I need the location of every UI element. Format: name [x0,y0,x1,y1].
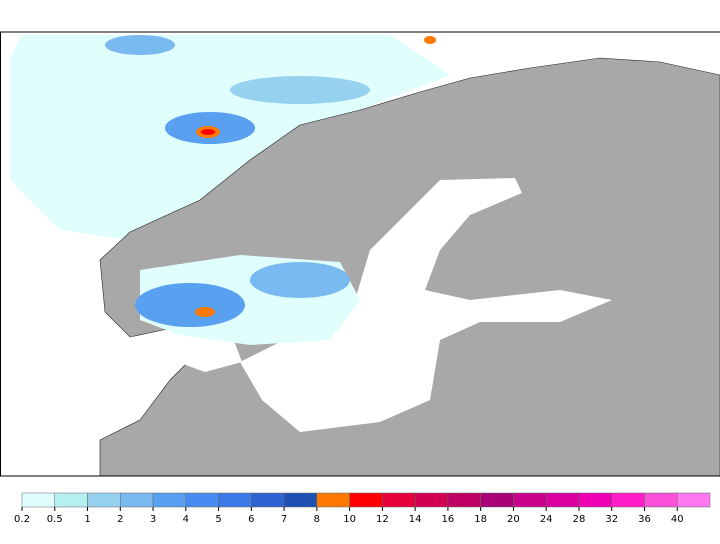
legend-swatch [283,492,318,508]
legend-swatch [578,492,612,508]
legend-label: 24 [540,514,553,525]
legend-label: 7 [281,514,287,525]
legend-label: 16 [442,514,455,525]
precip-blob [230,76,370,104]
legend-label: 36 [638,514,651,525]
legend-swatch [513,492,547,508]
legend-swatch [545,492,580,508]
legend-swatch [382,492,416,508]
gulf-of-bothnia [240,178,612,432]
legend-swatch [218,492,252,508]
legend-label: 18 [474,514,487,525]
legend-swatch [414,492,449,508]
precip-peak [424,36,436,44]
legend-swatch [152,492,187,508]
legend-label: 10 [343,514,356,525]
legend: 0.2 0.5 1 2 3 4 5 6 7 8 10 12 14 16 18 20 24 28 32 36 40 [14,492,711,525]
precip-peak [201,129,215,135]
precip-peak [195,307,215,317]
skagerrak [130,330,242,372]
legend-label: 0.2 [14,514,30,525]
legend-swatch [185,492,219,508]
legend-label: 6 [248,514,254,525]
legend-swatch [611,492,645,508]
legend-label: 20 [507,514,520,525]
legend-label: 8 [314,514,320,525]
legend-swatch [21,492,56,508]
legend-label: 2 [117,514,123,525]
legend-label: 5 [215,514,221,525]
legend-swatch [120,492,154,508]
legend-swatch [87,492,121,508]
legend-swatch [644,492,678,508]
legend-label: 1 [84,514,90,525]
legend-swatch [676,492,711,508]
legend-swatch [251,492,285,508]
legend-swatch [447,492,481,508]
legend-label: 40 [671,514,684,525]
legend-label: 4 [183,514,189,525]
legend-label: 12 [376,514,389,525]
legend-label: 28 [573,514,586,525]
legend-label: 14 [409,514,422,525]
legend-swatch [349,492,383,508]
precip-blob [135,283,245,327]
legend-label: 0.5 [47,514,63,525]
map [0,31,720,477]
precip-blob [105,35,175,55]
legend-label: 32 [605,514,618,525]
legend-swatch [480,492,514,508]
legend-swatch [316,492,350,508]
legend-swatch [54,492,88,508]
legend-label: 3 [150,514,156,525]
precip-blob [250,262,350,298]
